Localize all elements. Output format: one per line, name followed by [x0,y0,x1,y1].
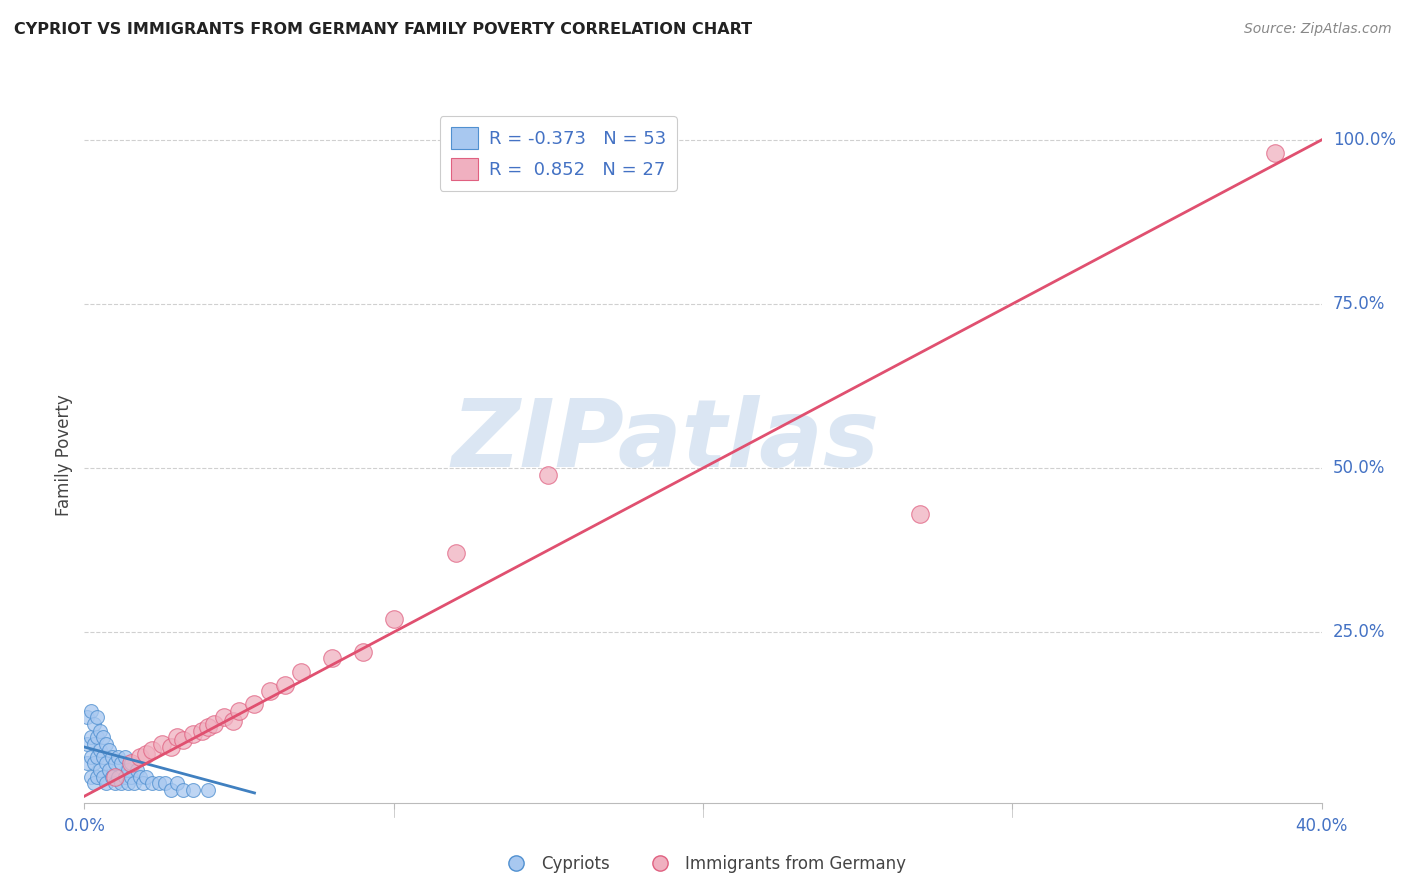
Point [79,770,101,784]
Point [132,776,155,790]
Point [181,727,204,741]
Point [166,730,188,744]
Point [86,730,108,744]
Text: 100.0%: 100.0% [1333,131,1396,149]
Point [160,739,183,754]
Point [352,645,374,659]
Y-axis label: Family Poverty: Family Poverty [55,394,73,516]
Point [89,743,111,757]
Point [107,770,129,784]
Point [86,749,108,764]
Point [444,546,467,560]
Point [908,507,931,521]
Point [166,776,188,790]
Point [382,612,405,626]
Point [83,717,105,731]
Point [114,770,136,784]
Point [83,776,105,790]
Legend: R = -0.373   N = 53, R =  0.852   N = 27: R = -0.373 N = 53, R = 0.852 N = 27 [440,116,676,191]
Point [197,782,219,797]
Point [98,763,121,777]
Point [94,756,117,771]
Point [94,776,117,790]
Point [104,770,127,784]
Point [212,710,235,724]
Point [1264,146,1286,161]
Point [117,763,139,777]
Point [98,743,121,757]
Point [117,776,139,790]
Point [129,770,152,784]
Point [120,770,142,784]
Point [153,776,176,790]
Point [172,782,194,797]
Point [101,749,124,764]
Point [141,743,163,757]
Point [172,733,194,747]
Point [129,749,152,764]
Point [537,467,560,482]
Point [148,776,170,790]
Point [91,749,114,764]
Point [91,770,114,784]
Point [83,756,105,771]
Point [290,665,312,679]
Point [76,756,98,771]
Point [110,756,132,771]
Point [107,749,129,764]
Point [243,698,266,712]
Point [259,684,281,698]
Point [150,737,173,751]
Point [94,737,117,751]
Point [197,720,219,734]
Point [135,770,157,784]
Point [122,776,145,790]
Text: ZIPatlas: ZIPatlas [451,395,880,487]
Point [104,776,127,790]
Text: Source: ZipAtlas.com: Source: ZipAtlas.com [1244,22,1392,37]
Point [86,710,108,724]
Point [76,737,98,751]
Point [181,782,204,797]
Point [110,776,132,790]
Legend: Cypriots, Immigrants from Germany: Cypriots, Immigrants from Germany [494,848,912,880]
Point [120,756,142,771]
Point [83,737,105,751]
Point [202,717,225,731]
Point [114,749,136,764]
Point [79,704,101,718]
Point [160,782,183,797]
Point [135,747,157,761]
Point [76,710,98,724]
Point [104,756,127,771]
Point [222,714,245,728]
Point [125,763,148,777]
Point [79,730,101,744]
Point [141,776,163,790]
Text: 75.0%: 75.0% [1333,295,1385,313]
Point [86,770,108,784]
Point [79,749,101,764]
Point [274,678,297,692]
Point [89,763,111,777]
Text: CYPRIOT VS IMMIGRANTS FROM GERMANY FAMILY POVERTY CORRELATION CHART: CYPRIOT VS IMMIGRANTS FROM GERMANY FAMIL… [14,22,752,37]
Point [89,723,111,738]
Text: 25.0%: 25.0% [1333,624,1385,641]
Point [321,651,343,665]
Point [91,730,114,744]
Point [228,704,250,718]
Point [120,756,142,771]
Text: 50.0%: 50.0% [1333,459,1385,477]
Point [101,770,124,784]
Point [191,723,214,738]
